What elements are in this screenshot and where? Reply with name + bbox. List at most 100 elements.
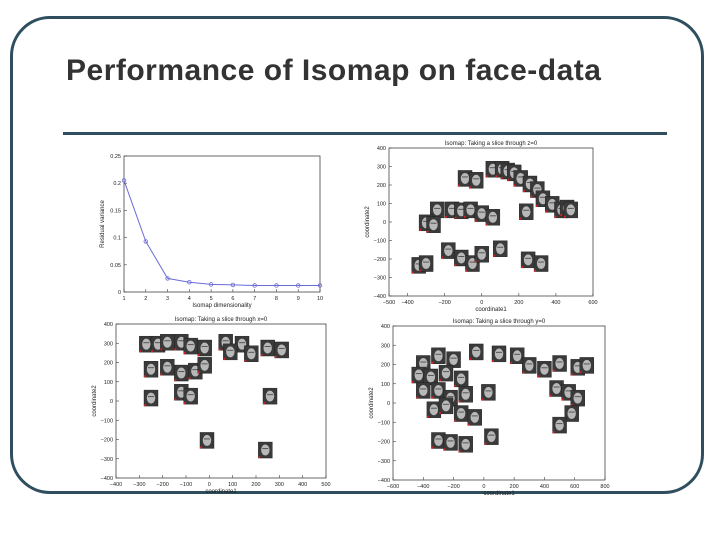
data-point — [244, 359, 247, 362]
y-tick-label: 0.05 — [110, 263, 121, 269]
face-shape — [163, 336, 172, 348]
face-shape — [523, 254, 533, 266]
face-eyes — [427, 374, 434, 376]
face-eyes — [201, 363, 208, 365]
x-tick-label: 600 — [588, 300, 597, 306]
face-shape — [263, 342, 272, 354]
face-eyes — [556, 361, 563, 363]
x-tick-label: −500 — [383, 300, 395, 306]
face-eyes — [447, 440, 454, 442]
face-shape — [265, 390, 275, 402]
face-thumbnail-marker — [426, 216, 441, 233]
face-eyes — [478, 252, 485, 254]
y-tick-label: 300 — [381, 343, 390, 349]
face-eyes — [467, 207, 474, 209]
face-shape — [277, 344, 286, 356]
data-point — [143, 375, 147, 378]
y-axis-label: coordinate2 — [369, 387, 375, 419]
face-shape — [142, 338, 151, 350]
face-eyes — [415, 263, 422, 265]
data-point — [545, 210, 548, 213]
y-tick-label: 0 — [383, 220, 386, 226]
face-shape — [522, 206, 531, 218]
data-point — [197, 353, 200, 357]
face-shape — [552, 383, 561, 395]
face-thumbnail-marker — [467, 409, 482, 426]
face-thumbnail-marker — [199, 432, 215, 449]
x-tick-label: 8 — [275, 296, 278, 302]
data-point — [218, 348, 221, 351]
y-tick-label: 100 — [381, 382, 390, 388]
face-eyes — [278, 347, 285, 349]
data-point — [187, 280, 192, 285]
face-shape — [494, 348, 504, 360]
face-eyes — [143, 342, 150, 344]
face-thumbnail-marker — [183, 387, 198, 405]
y-tick-label: −100 — [378, 420, 390, 426]
face-shape — [434, 435, 443, 446]
x-axis-label: Isomap dimensionality — [192, 303, 251, 309]
face-thumbnail-marker — [468, 172, 484, 189]
data-point — [150, 350, 154, 353]
face-thumbnail-marker — [454, 249, 469, 267]
data-point — [174, 378, 177, 382]
face-thumbnail-marker — [458, 436, 473, 453]
face-eyes — [538, 261, 545, 263]
data-point — [457, 184, 461, 187]
face-eyes — [187, 344, 194, 346]
data-point — [513, 184, 516, 187]
y-tick-label: 0.25 — [110, 154, 121, 160]
face-eyes — [473, 349, 480, 351]
x-tick-label: 0 — [482, 484, 485, 490]
x-tick-label: 200 — [510, 484, 519, 490]
data-point — [260, 353, 263, 357]
face-eyes — [458, 208, 465, 210]
y-tick-label: −400 — [378, 478, 390, 484]
face-thumbnail-marker — [519, 203, 534, 220]
face-eyes — [435, 353, 442, 355]
face-eyes — [435, 438, 442, 440]
data-point — [458, 450, 461, 453]
face-shape — [426, 371, 436, 383]
data-point — [444, 215, 448, 218]
face-shape — [186, 340, 195, 352]
face-eyes — [458, 376, 465, 378]
y-tick-label: 0 — [118, 290, 121, 296]
face-eyes — [568, 411, 575, 413]
data-point — [208, 282, 214, 287]
x-tick-label: 400 — [551, 300, 560, 306]
face-shape — [470, 411, 479, 423]
x-tick-label: 10 — [317, 296, 323, 302]
face-thumbnail-marker — [549, 380, 564, 397]
data-point — [416, 396, 419, 399]
data-point — [454, 419, 457, 422]
data-point — [199, 446, 203, 449]
data-point — [535, 204, 539, 207]
plot-area — [123, 155, 321, 293]
title-divider — [63, 132, 667, 135]
data-point — [252, 283, 257, 288]
face-shape — [466, 204, 475, 216]
x-tick-label: 7 — [253, 296, 256, 302]
face-thumbnail-marker — [143, 361, 159, 378]
series-line — [123, 180, 320, 286]
face-eyes — [447, 396, 454, 398]
data-point — [438, 379, 442, 382]
data-point — [418, 228, 422, 231]
y-tick-label: 200 — [381, 363, 390, 369]
face-thumbnail-marker — [143, 389, 159, 407]
data-point — [537, 375, 540, 378]
face-thumbnail-marker — [416, 355, 431, 372]
face-shape — [449, 354, 458, 366]
face-eyes — [549, 202, 556, 204]
face-shape — [419, 358, 428, 369]
face-thumbnail-marker — [493, 240, 508, 257]
face-thumbnail-marker — [438, 397, 454, 415]
face-shape — [446, 436, 455, 448]
y-tick-label: −300 — [374, 276, 386, 282]
chart-title: Isomap: Taking a slice through x=0 — [175, 317, 268, 323]
face-thumbnail-marker — [197, 357, 212, 374]
face-shape — [146, 392, 156, 404]
x-axis-label: coordinate1 — [205, 489, 237, 495]
face-shape — [434, 350, 443, 362]
